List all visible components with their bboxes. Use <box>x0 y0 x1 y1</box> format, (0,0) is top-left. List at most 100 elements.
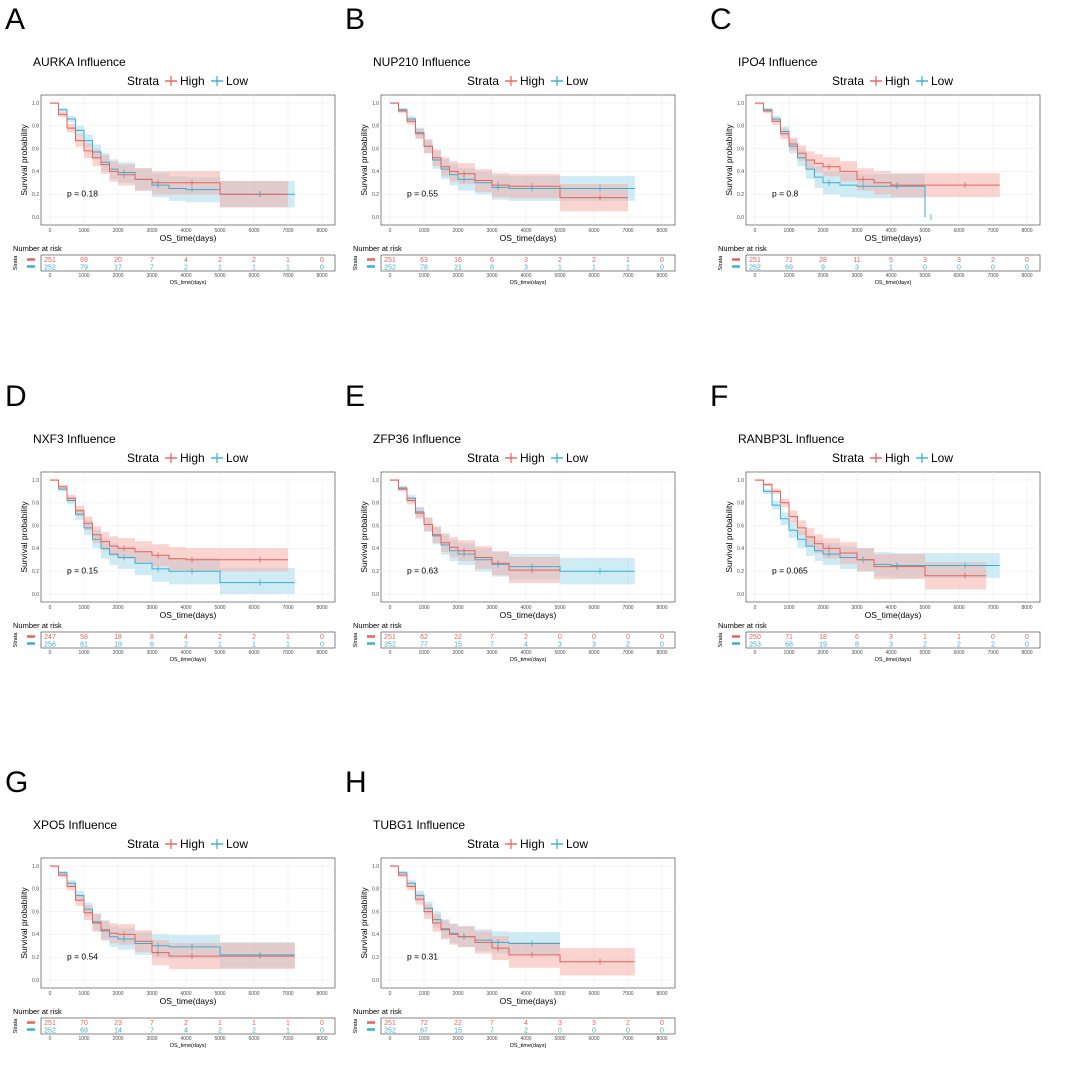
risk-count-low: 1 <box>252 265 256 272</box>
risk-count-high: 70 <box>80 1020 88 1027</box>
y-tick-label: 0.2 <box>737 192 744 198</box>
p-value: p = 0.54 <box>67 951 98 961</box>
x-axis-title: OS_time(days) <box>160 610 217 620</box>
risk-count-low: 21 <box>454 265 462 272</box>
y-tick-label: 0.4 <box>32 169 39 175</box>
risk-x-tick-label: 3000 <box>146 650 157 656</box>
y-tick-label: 0.6 <box>372 523 379 529</box>
x-tick-label: 5000 <box>214 991 225 997</box>
curve-high <box>755 102 1000 186</box>
risk-count-low: 2 <box>957 642 961 649</box>
risk-count-low: 2 <box>524 1028 528 1035</box>
legend-label-high: High <box>180 74 205 88</box>
risk-count-low: 7 <box>490 1028 494 1035</box>
risk-count-low: 1 <box>218 265 222 272</box>
risk-table-title: Number at risk <box>353 621 402 630</box>
risk-x-tick-label: 3000 <box>851 273 862 279</box>
curve-high <box>50 102 288 195</box>
x-tick-label: 5000 <box>554 605 565 611</box>
legend-key-low <box>551 76 563 86</box>
risk-count-low: 253 <box>749 642 761 649</box>
risk-count-high: 0 <box>660 257 664 264</box>
x-tick-label: 4000 <box>520 605 531 611</box>
risk-x-tick-label: 7000 <box>622 1036 633 1042</box>
risk-count-low: 69 <box>785 265 793 272</box>
risk-strata-label: Strata <box>353 1018 359 1034</box>
risk-x-tick-label: 4000 <box>520 1036 531 1042</box>
risk-count-high: 3 <box>923 257 927 264</box>
x-tick-label: 8000 <box>316 228 327 234</box>
chart-title: RANBP3L Influence <box>738 432 845 446</box>
x-tick-label: 6000 <box>248 228 259 234</box>
risk-x-tick-label: 3000 <box>146 273 157 279</box>
p-value: p = 0.63 <box>407 565 438 575</box>
risk-count-high: 0 <box>1025 257 1029 264</box>
risk-table-title: Number at risk <box>353 1007 402 1016</box>
y-tick-label: 0.2 <box>737 569 744 575</box>
risk-count-high: 62 <box>420 634 428 641</box>
risk-count-high: 1 <box>286 634 290 641</box>
risk-count-high: 58 <box>80 634 88 641</box>
risk-count-low: 0 <box>660 265 664 272</box>
x-tick-label: 2000 <box>112 228 123 234</box>
risk-count-low: 3 <box>855 265 859 272</box>
risk-x-tick-label: 0 <box>49 273 52 279</box>
risk-count-low: 2 <box>626 642 630 649</box>
risk-x-tick-label: 4000 <box>885 273 896 279</box>
legend-key-high <box>505 453 517 463</box>
p-value: p = 0.8 <box>772 188 799 198</box>
y-tick-label: 0.6 <box>737 523 744 529</box>
risk-count-high: 1 <box>626 257 630 264</box>
risk-count-high: 7 <box>490 634 494 641</box>
risk-count-high: 23 <box>114 1020 122 1027</box>
risk-table-title: Number at risk <box>718 621 767 630</box>
y-axis-title: Survival probability <box>724 124 734 196</box>
risk-count-high: 20 <box>114 257 122 264</box>
risk-count-high: 251 <box>384 1020 396 1027</box>
risk-count-low: 78 <box>420 265 428 272</box>
risk-x-tick-label: 3000 <box>851 650 862 656</box>
risk-count-high: 0 <box>660 634 664 641</box>
risk-count-high: 2 <box>524 634 528 641</box>
ci-band-high <box>50 103 288 208</box>
risk-x-tick-label: 2000 <box>112 273 123 279</box>
risk-count-low: 256 <box>44 642 56 649</box>
risk-count-high: 0 <box>320 634 324 641</box>
km-chart: ZFP36 Influence Strata High Low 0.0 0.2 0.4 0.6… <box>353 432 676 663</box>
x-tick-label: 8000 <box>1021 605 1032 611</box>
risk-count-low: 17 <box>114 265 122 272</box>
risk-count-high: 0 <box>320 257 324 264</box>
risk-count-high: 8 <box>150 634 154 641</box>
risk-x-tick-label: 5000 <box>214 1036 225 1042</box>
risk-count-low: 19 <box>819 642 827 649</box>
risk-x-tick-label: 8000 <box>656 1036 667 1042</box>
x-tick-label: 7000 <box>282 228 293 234</box>
x-tick-label: 3000 <box>486 228 497 234</box>
x-axis-title: OS_time(days) <box>865 233 922 243</box>
y-tick-label: 0.6 <box>32 146 39 152</box>
y-tick-label: 0.2 <box>372 569 379 575</box>
risk-table-box <box>380 254 676 272</box>
x-tick-label: 7000 <box>282 605 293 611</box>
risk-count-low: 2 <box>923 642 927 649</box>
x-tick-label: 3000 <box>146 605 157 611</box>
risk-count-low: 0 <box>626 1028 630 1035</box>
risk-count-high: 250 <box>749 634 761 641</box>
risk-count-low: 81 <box>80 642 88 649</box>
risk-count-low: 0 <box>1025 265 1029 272</box>
risk-count-high: 11 <box>853 257 860 264</box>
risk-count-low: 252 <box>384 642 396 649</box>
risk-count-high: 69 <box>80 257 88 264</box>
curve-high <box>755 479 987 577</box>
risk-count-high: 3 <box>524 257 528 264</box>
y-tick-label: 1.0 <box>372 864 379 870</box>
panel-letter: G <box>5 766 29 799</box>
x-tick-label: 2000 <box>112 991 123 997</box>
risk-table-title: Number at risk <box>353 244 402 253</box>
x-tick-label: 1000 <box>78 228 89 234</box>
km-chart: RANBP3L Influence Strata High Low 0.0 0.2 0.4 0… <box>718 432 1041 663</box>
km-panel-a: A AURKA Influence Strata High Low 0.0 0.2 0.4 0.… <box>5 5 355 305</box>
plot-area <box>380 94 676 226</box>
risk-x-tick-label: 5000 <box>919 273 930 279</box>
risk-count-high: 1 <box>286 1020 290 1027</box>
